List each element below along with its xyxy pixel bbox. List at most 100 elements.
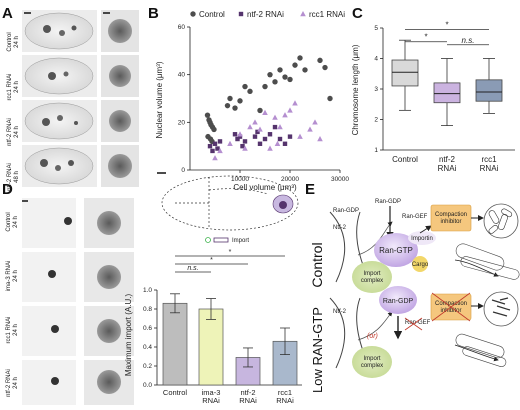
x-tick-label: 30000 (331, 176, 349, 183)
panel-a-row-4: ntf-2 RNAi48 h (7, 145, 139, 191)
y-axis-label: Maximum import (A.U.) (124, 294, 133, 377)
chromosome-nucleus (483, 203, 519, 239)
panel-e-schematic: Control Low RAN-GTP Import complex Ran-GD… (309, 199, 520, 393)
bar (162, 302, 188, 386)
panel-label-a: A (2, 5, 13, 22)
row-label-ntf2: ntf-2 RNAi24 h (6, 369, 19, 397)
y-tick-label: 0.4 (143, 344, 152, 351)
row-label-rcc1: rcc1 RNAi24 h (6, 316, 19, 343)
scatter-point (240, 143, 245, 149)
scatter-point (282, 112, 288, 118)
scatter-point (267, 71, 273, 78)
ran-gef-label-2: Ran-GEF (405, 320, 431, 326)
scatter-point (322, 64, 328, 71)
ntf2-label: Ntf-2 (333, 225, 347, 231)
scatter-point (262, 109, 268, 115)
scatter-point (247, 124, 253, 130)
scatter-point (235, 136, 240, 142)
y-tick-label: 5 (374, 25, 378, 32)
scatter-point (255, 129, 260, 135)
scatter-point (212, 141, 218, 146)
scatter-point (217, 147, 223, 154)
control-pathway: Import complex Ran-GDP Ntf-2 Ran-GDP Ran-… (329, 199, 520, 293)
bars (162, 293, 298, 386)
ran-gdp-label: Ran-GDP (333, 208, 359, 214)
legend-entry: ntf-2 RNAi (247, 10, 284, 19)
panel-c-boxplot: 1 2 3 4 5 * * n.s. Control ntf-2 RNAi rcc1 RNAi Ch… (351, 21, 515, 173)
elongated-chromosome (455, 243, 505, 271)
bar-1 (162, 293, 188, 386)
compaction-inhibitor-label: Compaction inhibitor (435, 301, 467, 314)
scatter-point (252, 119, 258, 125)
row-label-ima3: ima-3 RNAi24 h (6, 261, 19, 292)
row-label-control: Control24 h (7, 32, 20, 51)
scatter-point (287, 107, 293, 113)
x-tick-label: 20000 (281, 176, 299, 183)
scatter-point (232, 132, 238, 137)
box-1 (391, 39, 419, 111)
scatter-point (212, 155, 218, 161)
panel-d-row-2: ima-3 RNAi24 h (6, 252, 134, 302)
legend-import-label: Import (232, 238, 249, 244)
scatter-point (257, 126, 263, 132)
bar-ticks: 0.0 0.2 0.4 0.6 0.8 1.0 (143, 287, 157, 389)
scatter-point (272, 124, 278, 130)
scatter-point (287, 134, 293, 139)
box-category-labels: Control ntf-2 RNAi rcc1 RNAi (392, 155, 498, 173)
ran-gef-label: Ran-GEF (402, 214, 428, 220)
scatter-point (272, 114, 278, 120)
micrograph (22, 306, 76, 356)
y-tick-label: 1 (374, 147, 378, 154)
scatter-point (267, 132, 273, 137)
scatter-point (227, 140, 233, 146)
box-iqr (475, 79, 503, 102)
x-tick-label: 10000 (231, 176, 249, 183)
legend-entry: rcc1 RNAi (309, 10, 345, 19)
category-label: rcc1 RNAi (276, 388, 294, 405)
x-axis-label: Cell volume (μm³) (233, 183, 297, 192)
significance-mark: n.s. (187, 265, 198, 272)
import-complex-label: Import complex (361, 356, 383, 369)
scatter-point (257, 141, 263, 146)
significance-mark: n.s. (462, 36, 475, 45)
scatter-point (317, 57, 323, 64)
bar-category-labels: Control ima-3 RNAi ntf-2 RNAi rcc1 RNAi (163, 388, 294, 405)
embryo-outline (161, 175, 299, 231)
scatter-point (297, 55, 303, 61)
y-tick-label: 2 (374, 117, 378, 124)
scatter-point (227, 95, 233, 102)
y-tick-label: 0.0 (143, 382, 152, 389)
panel-d-micrographs: Control24 h ima-3 RNAi24 h rcc1 RNAi24 h (6, 198, 134, 405)
scatter-point (292, 100, 298, 106)
purple-bar-icon (213, 237, 229, 243)
scatter-point (242, 145, 248, 151)
y-tick-label: 60 (178, 24, 186, 31)
legend-marker (238, 11, 244, 17)
scatter-point (277, 67, 283, 73)
category-label: ima-3 RNAi (202, 388, 221, 405)
micrograph (22, 252, 76, 302)
panel-a-row-2: rcc1 RNAi24 h (7, 55, 139, 101)
elongated-chromosome (455, 333, 505, 359)
importin-label: Importin (411, 236, 433, 242)
scatter-point (262, 136, 268, 142)
condition-control: Control (309, 242, 325, 287)
panel-d-row-1: Control24 h (6, 198, 134, 248)
ntf2-label: Ntf-2 (333, 309, 347, 315)
box-3 (475, 58, 503, 114)
category-label: ntf-2 RNAi (239, 388, 257, 405)
row-label-ntf2-48h: ntf-2 RNAi48 h (7, 163, 20, 191)
scatter-point (211, 126, 217, 133)
ran-gdp (379, 286, 417, 314)
panel-label-d: D (2, 181, 13, 198)
panel-b-scatter: Control ntf-2 RNAi rcc1 RNAi 0 20 40 60 10000 2… (155, 10, 349, 192)
scatter-point (232, 105, 238, 111)
y-tick-label: 0.8 (143, 306, 152, 313)
category-label: ntf-2 RNAi (438, 155, 457, 173)
significance-marks: * * n.s. (405, 21, 489, 46)
low-ran-gtp-pathway: Import complex Ntf-2 (or) Ran-GDP Ran-GEF… (329, 286, 519, 378)
legend-marker (190, 11, 196, 17)
scatter-point (242, 139, 248, 144)
panel-a-row-3: ntf-2 RNAi24 h (7, 100, 139, 146)
